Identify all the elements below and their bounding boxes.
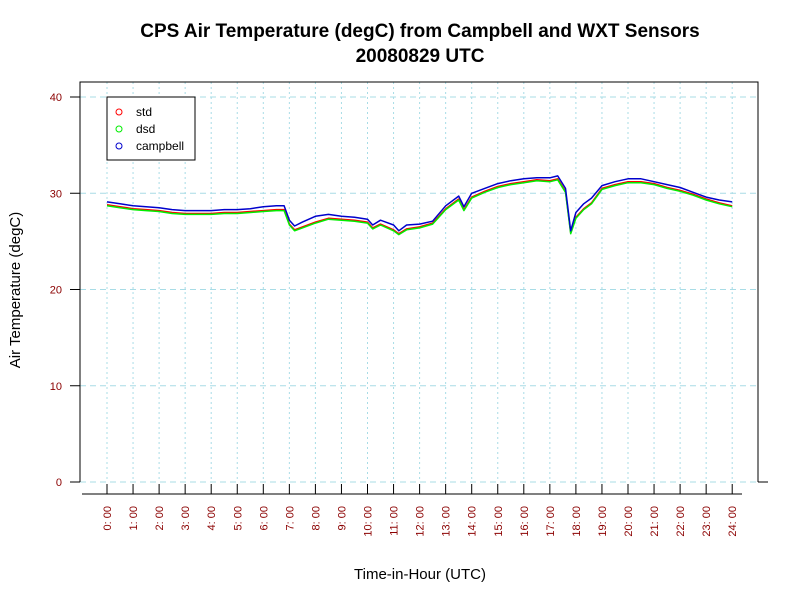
x-tick-label: 8: 00 bbox=[310, 506, 322, 530]
x-tick-label: 0: 00 bbox=[102, 506, 114, 530]
x-tick-label: 3: 00 bbox=[180, 506, 192, 530]
x-tick-label: 20: 00 bbox=[623, 506, 635, 537]
legend-label-campbell: campbell bbox=[136, 139, 184, 153]
x-tick-label: 10: 00 bbox=[363, 506, 375, 537]
series-line-std bbox=[106, 178, 733, 235]
y-tick-label: 0 bbox=[56, 477, 62, 489]
x-axis-label: Time-in-Hour (UTC) bbox=[354, 566, 486, 583]
x-tick-label: 23: 00 bbox=[701, 506, 713, 537]
x-tick-label: 16: 00 bbox=[519, 506, 531, 537]
x-tick-label: 6: 00 bbox=[258, 506, 270, 530]
x-tick-label: 9: 00 bbox=[336, 506, 348, 530]
legend-label-dsd: dsd bbox=[136, 122, 155, 136]
x-tick-label: 24: 00 bbox=[727, 506, 739, 537]
x-tick-label: 19: 00 bbox=[597, 506, 609, 537]
x-tick-label: 11: 00 bbox=[389, 506, 401, 536]
y-tick-labels: 0 10 20 30 40 bbox=[50, 92, 62, 489]
y-axis-label: Air Temperature (degC) bbox=[7, 212, 24, 368]
axes bbox=[70, 81, 768, 495]
x-tick-label: 17: 00 bbox=[545, 506, 557, 537]
series-line-dsd bbox=[106, 179, 733, 236]
y-tick-label: 20 bbox=[50, 285, 62, 297]
x-tick-label: 7: 00 bbox=[284, 506, 296, 530]
chart-title: CPS Air Temperature (degC) from Campbell… bbox=[140, 21, 700, 42]
legend-marker-dsd bbox=[115, 125, 123, 133]
x-tick-label: 2: 00 bbox=[154, 506, 166, 530]
x-tick-label: 1: 00 bbox=[128, 506, 140, 530]
series-lines bbox=[106, 175, 733, 236]
x-tick-label: 22: 00 bbox=[675, 506, 687, 537]
legend-label-std: std bbox=[136, 105, 152, 119]
plot-frame bbox=[79, 81, 759, 482]
y-tick-label: 10 bbox=[50, 381, 62, 393]
legend-marker-std bbox=[115, 108, 123, 116]
x-tick-label: 18: 00 bbox=[571, 506, 583, 537]
grid-lines bbox=[80, 82, 758, 483]
series-line-campbell bbox=[106, 175, 733, 232]
x-tick-label: 14: 00 bbox=[467, 506, 479, 537]
legend: std dsd campbell bbox=[106, 96, 196, 161]
legend-marker-campbell bbox=[115, 142, 123, 150]
y-tick-label: 30 bbox=[50, 188, 62, 200]
chart-subtitle: 20080829 UTC bbox=[356, 46, 485, 67]
x-tick-labels: 0: 00 1: 00 2: 00 3: 00 4: 00 5: 00 6: 00 7: 00… bbox=[102, 506, 739, 537]
x-tick-label: 12: 00 bbox=[415, 506, 427, 537]
x-tick-label: 13: 00 bbox=[441, 506, 453, 537]
x-tick-label: 21: 00 bbox=[649, 506, 661, 537]
x-tick-label: 5: 00 bbox=[232, 506, 244, 530]
x-tick-label: 15: 00 bbox=[493, 506, 505, 537]
y-tick-label: 40 bbox=[50, 92, 62, 104]
x-tick-label: 4: 00 bbox=[206, 506, 218, 530]
